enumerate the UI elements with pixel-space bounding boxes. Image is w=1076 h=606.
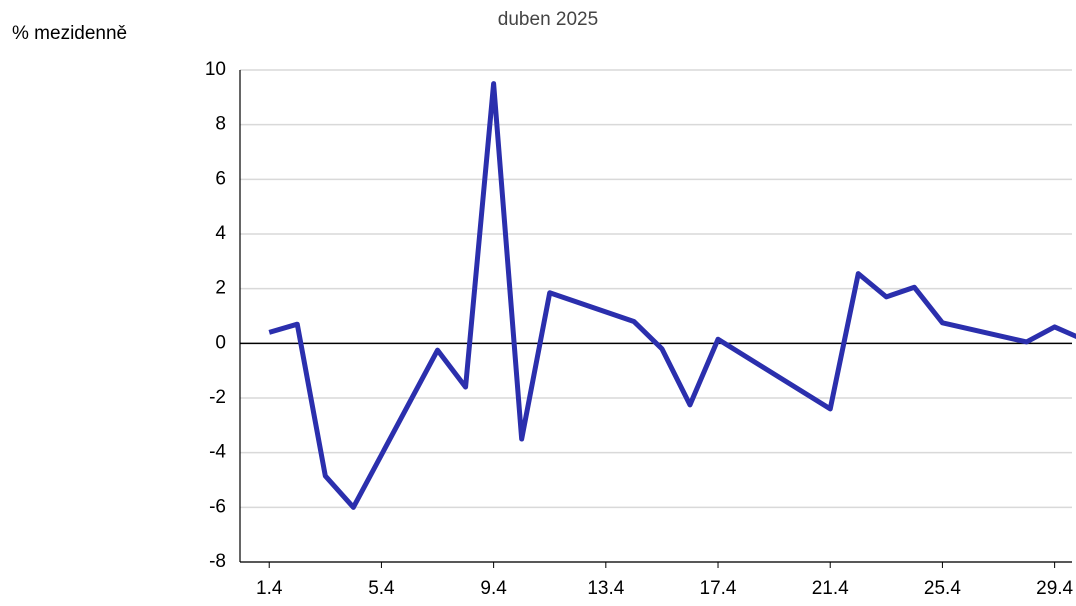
y-tick-label: 2 bbox=[215, 278, 226, 299]
y-tick-label: 4 bbox=[215, 223, 226, 244]
y-tick-label: -4 bbox=[209, 442, 226, 463]
line-series bbox=[268, 81, 1076, 510]
y-tick-label: -2 bbox=[209, 387, 226, 408]
y-tick-label: -8 bbox=[209, 551, 226, 572]
chart-title: duben 2025 bbox=[498, 9, 598, 30]
y-tick-label: 6 bbox=[215, 168, 226, 189]
y-tick-label: 10 bbox=[205, 59, 226, 80]
x-tick-label: 21.4 bbox=[812, 578, 849, 599]
x-tick-label: 17.4 bbox=[700, 578, 737, 599]
x-tick-label: 9.4 bbox=[480, 578, 507, 599]
y-tick-label: -6 bbox=[209, 496, 226, 517]
x-tick-label: 25.4 bbox=[924, 578, 961, 599]
x-tick-label: 1.4 bbox=[256, 578, 283, 599]
x-tick-label: 5.4 bbox=[368, 578, 395, 599]
x-tick-label: 29.4 bbox=[1036, 578, 1073, 599]
x-tick-label: 13.4 bbox=[587, 578, 624, 599]
y-tick-label: 8 bbox=[215, 114, 226, 135]
y-axis-label: % mezidenně bbox=[12, 23, 127, 44]
y-tick-label: 0 bbox=[215, 332, 226, 353]
